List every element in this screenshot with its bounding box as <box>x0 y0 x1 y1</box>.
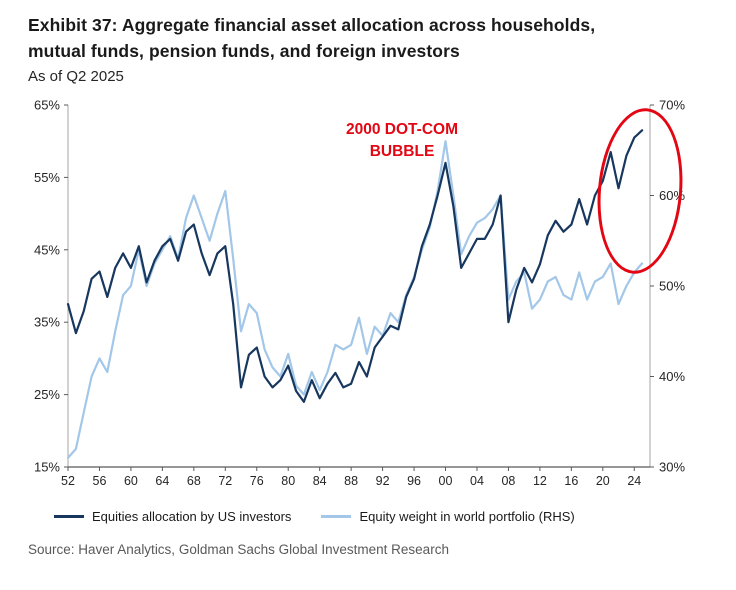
svg-text:50%: 50% <box>659 278 685 293</box>
dotcom-bubble-annotation: 2000 DOT-COM BUBBLE <box>346 119 458 164</box>
lightblue-line-swatch <box>321 514 352 518</box>
source-note: Source: Haver Analytics, Goldman Sachs G… <box>28 541 449 557</box>
svg-text:24: 24 <box>627 474 641 488</box>
svg-text:72: 72 <box>218 474 232 488</box>
svg-text:64: 64 <box>155 474 169 488</box>
svg-text:96: 96 <box>407 474 421 488</box>
legend-label-world-portfolio: Equity weight in world portfolio (RHS) <box>359 508 575 524</box>
svg-text:16: 16 <box>564 474 578 488</box>
svg-text:76: 76 <box>250 474 264 488</box>
chart-area: 65% 55% 45% 35% 25% 15% 70% 60% 50% 40% 30% 52 56 60 6… <box>18 89 708 509</box>
svg-text:55%: 55% <box>34 169 60 184</box>
chart-canvas: 65% 55% 45% 35% 25% 15% 70% 60% 50% 40% 30% 52 56 60 6… <box>34 97 685 488</box>
svg-text:60: 60 <box>124 474 138 488</box>
svg-text:35%: 35% <box>34 314 60 329</box>
title-line-2: mutual funds, pension funds, and foreign… <box>28 41 460 62</box>
svg-text:08: 08 <box>501 474 515 488</box>
svg-text:25%: 25% <box>34 387 60 402</box>
chart-legend: Equities allocation by US investors Equi… <box>28 509 716 524</box>
svg-text:00: 00 <box>439 474 453 488</box>
svg-text:68: 68 <box>187 474 201 488</box>
annotation-line-1: 2000 DOT-COM <box>346 120 458 138</box>
navy-line-swatch <box>54 514 84 518</box>
svg-text:84: 84 <box>313 474 327 488</box>
title-line-1: Exhibit 37: Aggregate financial asset al… <box>28 15 596 35</box>
svg-text:12: 12 <box>533 474 547 488</box>
page-title: Exhibit 37: Aggregate financial asset al… <box>28 12 716 65</box>
annotation-line-2: BUBBLE <box>369 142 435 160</box>
svg-text:65%: 65% <box>34 97 60 112</box>
svg-text:40%: 40% <box>659 369 685 384</box>
svg-text:52: 52 <box>61 474 75 488</box>
svg-text:20: 20 <box>596 474 610 488</box>
svg-text:80: 80 <box>281 474 295 488</box>
svg-text:04: 04 <box>470 474 484 488</box>
legend-item-world-portfolio: Equity weight in world portfolio (RHS) <box>321 508 575 524</box>
svg-text:56: 56 <box>93 474 107 488</box>
svg-text:45%: 45% <box>34 242 60 257</box>
svg-text:70%: 70% <box>659 97 685 112</box>
legend-item-us-investors: Equities allocation by US investors <box>54 509 291 524</box>
exhibit-page: Exhibit 37: Aggregate financial asset al… <box>18 12 716 557</box>
svg-text:15%: 15% <box>34 459 60 474</box>
svg-text:92: 92 <box>376 474 390 488</box>
legend-label-us-investors: Equities allocation by US investors <box>92 508 292 524</box>
svg-text:60%: 60% <box>659 188 685 203</box>
page-subtitle: As of Q2 2025 <box>28 67 124 85</box>
svg-text:30%: 30% <box>659 459 685 474</box>
svg-text:88: 88 <box>344 474 358 488</box>
